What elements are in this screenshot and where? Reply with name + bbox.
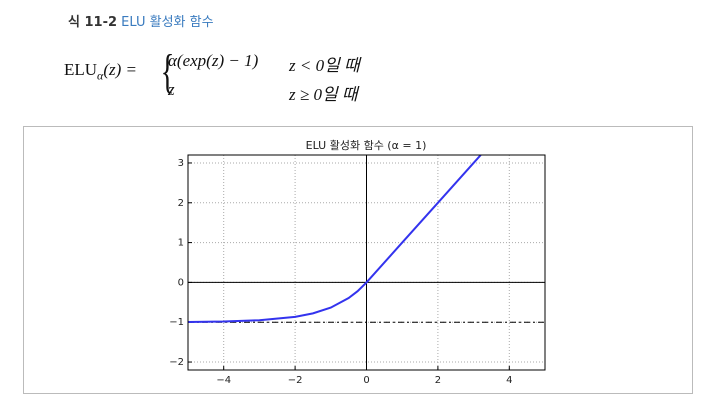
lhs-name: ELU: [64, 60, 98, 79]
y-tick-label: 0: [178, 277, 184, 288]
plot-frame: [187, 154, 546, 371]
chart-frame: [23, 126, 693, 394]
x-tick-label: 2: [435, 375, 441, 386]
case-condition: z ≥ 0일 때: [289, 85, 358, 104]
y-tick-label: −1: [169, 317, 184, 328]
caption-title: ELU 활성화 함수: [121, 15, 214, 30]
brace: {: [160, 45, 175, 98]
case-condition: z < 0일 때: [289, 56, 360, 75]
x-tick-label: 4: [506, 375, 512, 386]
chart-title: ELU 활성화 함수 (α = 1): [306, 138, 427, 152]
x-tick-label: −4: [216, 375, 231, 386]
equation-lhs: ELUα(z) =: [64, 60, 137, 83]
y-tick-label: 1: [178, 238, 184, 249]
y-tick-label: 3: [178, 158, 184, 169]
case-expr: z: [168, 80, 175, 99]
lhs-sub: α: [97, 68, 104, 83]
caption-label: 식 11-2: [68, 15, 118, 30]
caption: 식 11-2 ELU 활성화 함수: [68, 11, 214, 30]
x-tick-label: −2: [288, 375, 303, 386]
y-tick-label: 2: [178, 198, 184, 209]
lhs-arg: (z) =: [103, 60, 138, 79]
line: [188, 155, 482, 323]
case-expr: α(exp(z) − 1): [168, 51, 259, 70]
x-tick-label: 0: [363, 375, 369, 386]
y-tick-label: −2: [169, 357, 184, 368]
